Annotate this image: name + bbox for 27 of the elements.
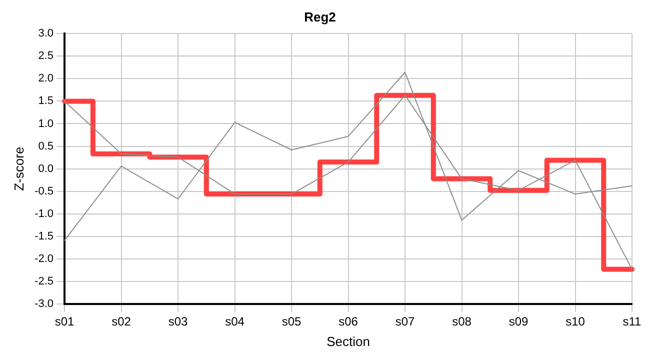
x-tick-label: s10 [566,314,586,329]
y-tick-label: -0.5 [34,185,54,198]
x-tick-label: s01 [54,314,75,329]
x-axis-title: Section [326,334,370,349]
y-tick-label: -3.0 [34,298,54,310]
x-tick-label: s05 [282,314,302,329]
y-tick-label: 1.0 [38,118,54,130]
x-tick-label: s02 [112,314,132,329]
y-tick-label: 0.0 [38,162,54,175]
y-tick-label: -2.5 [34,276,54,288]
x-tick-label: s09 [508,314,529,329]
x-tick-label: s04 [225,314,245,329]
y-tick-label: 3.0 [38,28,54,40]
chart-title: Reg2 [304,9,336,24]
y-tick-label: -1.5 [34,230,54,242]
x-tick-label: s11 [622,314,642,329]
y-tick-label: 0.5 [38,140,54,152]
x-tick-label: s07 [395,314,416,329]
y-tick-label: -1.0 [34,208,54,220]
x-tick-label: s08 [452,314,472,329]
x-tick-label: s06 [338,314,358,329]
y-tick-label: 2.0 [38,72,54,85]
x-tick-label: s03 [168,314,188,329]
y-tick-label: -2.0 [34,252,54,265]
y-tick-label: 2.5 [38,50,54,62]
y-tick-label: 1.5 [38,95,54,108]
y-axis-title: Z-score [11,146,26,191]
